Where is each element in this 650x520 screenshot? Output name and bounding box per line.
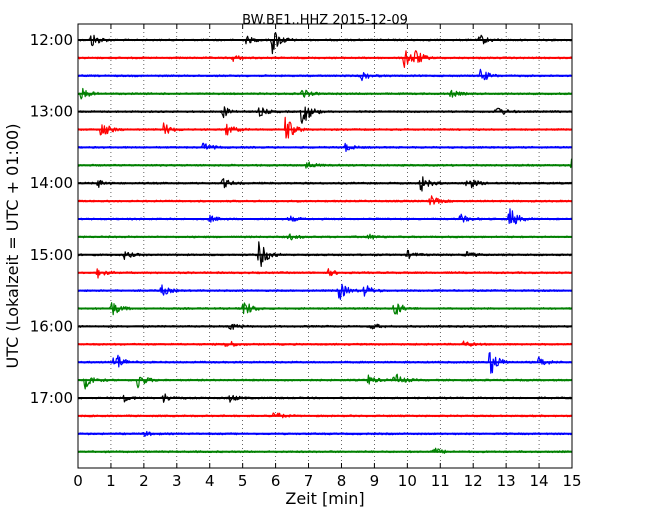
trace-line (77, 106, 573, 124)
axis-ticks: 0 1 2 3 4 5 6 7 8 9 10 11 12 13 14 1512:0013:0014:0015:… (30, 24, 582, 490)
x-tick-label: 11 (431, 472, 450, 490)
x-tick-label: 14 (530, 472, 549, 490)
y-axis-label: UTC (Lokalzeit = UTC + 01:00) (3, 124, 22, 369)
x-tick-label: 13 (497, 472, 516, 490)
trace-line (77, 208, 572, 225)
x-tick-label: 9 (370, 472, 380, 490)
y-tick-label: 16:00 (30, 317, 73, 335)
x-tick-label: 8 (337, 472, 347, 490)
y-tick-label: 12:00 (30, 31, 73, 49)
trace-line (77, 116, 573, 139)
y-tick-label: 14:00 (30, 174, 73, 192)
trace-line (77, 32, 572, 55)
x-tick-label: 1 (106, 472, 116, 490)
y-tick-label: 17:00 (30, 389, 73, 407)
chart-title: BW.BE1..HHZ 2015-12-09 (242, 13, 408, 28)
plot-frame (77, 23, 573, 469)
x-tick-label: 4 (205, 472, 215, 490)
x-tick-label: 6 (271, 472, 281, 490)
x-tick-label: 12 (464, 472, 483, 490)
x-axis-label: Zeit [min] (285, 489, 364, 508)
trace-line (77, 283, 572, 300)
x-tick-label: 0 (73, 472, 83, 490)
trace-group (77, 32, 573, 454)
trace-line (77, 373, 573, 390)
grid-lines (110, 24, 540, 468)
y-tick-label: 13:00 (30, 103, 73, 121)
y-tick-label: 15:00 (30, 246, 73, 264)
x-tick-label: 2 (139, 472, 149, 490)
x-tick-label: 15 (562, 472, 581, 490)
x-tick-label: 3 (172, 472, 182, 490)
x-tick-label: 5 (238, 472, 248, 490)
x-tick-label: 7 (304, 472, 314, 490)
trace-line (77, 50, 572, 69)
x-tick-label: 10 (398, 472, 417, 490)
trace-line (77, 158, 573, 169)
